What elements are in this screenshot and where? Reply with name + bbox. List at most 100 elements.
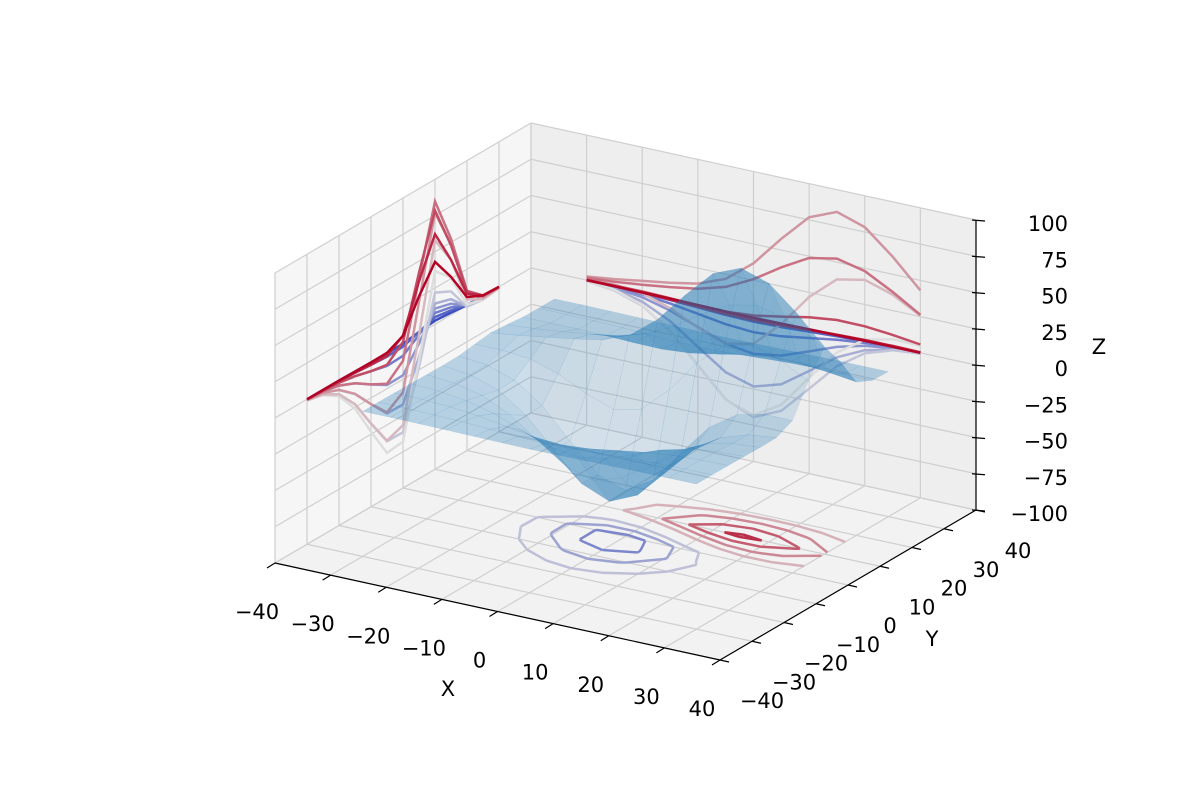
y-tick-label: −40 <box>740 689 784 713</box>
z-tick-label: −50 <box>1024 430 1068 454</box>
back-wall-profile <box>586 256 922 316</box>
surface-patch <box>784 317 830 373</box>
z-tick-label: 50 <box>1041 285 1068 309</box>
surface-patch <box>748 414 793 438</box>
surface-patch <box>469 364 515 391</box>
z-tick-label: 25 <box>1041 321 1068 345</box>
surface-patch <box>752 282 797 361</box>
surface-patch <box>505 426 550 447</box>
surface-patch <box>683 459 730 476</box>
grid-line <box>530 194 977 294</box>
surface-patch <box>489 426 534 438</box>
surface-patch <box>609 479 654 502</box>
back-wall-profile <box>586 279 921 388</box>
z-tick-label: −75 <box>1024 466 1068 490</box>
surface-patch <box>780 312 825 382</box>
floor-contour <box>578 528 647 554</box>
surface-patch <box>537 440 582 484</box>
grid-line <box>530 158 977 257</box>
surface-patch <box>405 399 452 416</box>
grid-line <box>306 543 753 642</box>
back-wall-profile <box>586 210 922 292</box>
surface-patch <box>692 414 738 452</box>
surface-patch <box>593 310 639 328</box>
surface-patch <box>604 454 650 479</box>
grid-line <box>530 339 977 439</box>
surface-patch <box>689 348 734 355</box>
surface-patch <box>417 414 463 431</box>
surface-patch <box>513 358 559 407</box>
surface-patch <box>389 408 435 424</box>
surface-patch <box>704 336 750 354</box>
surface-patch <box>843 365 890 381</box>
z-tick-label: 100 <box>1028 212 1068 236</box>
surface-patch <box>684 273 730 315</box>
surface-patch <box>627 452 674 464</box>
surface-patch <box>613 319 658 410</box>
surface-patch <box>377 392 424 409</box>
surface-patch <box>724 267 770 346</box>
surface-patch <box>437 382 484 401</box>
surface-patch <box>465 395 511 416</box>
surface-patch <box>641 294 686 410</box>
surface-patch <box>717 353 762 359</box>
surface-patch <box>680 344 726 454</box>
z-tick-label: 0 <box>1055 357 1068 381</box>
surface-patch <box>528 443 575 456</box>
floor-contour <box>517 515 701 576</box>
x-tick-label: −40 <box>235 600 279 624</box>
surface-patch <box>461 415 507 430</box>
grid-line <box>274 231 532 383</box>
surface-patch <box>505 316 552 329</box>
floor-contour <box>724 531 763 542</box>
surface-patch <box>671 448 718 461</box>
surface-patch <box>533 436 578 458</box>
surface-patch <box>518 328 563 338</box>
z-tick-label: 75 <box>1041 248 1068 272</box>
surface-patch <box>493 413 539 441</box>
surface-patch <box>541 373 587 442</box>
back-wall-profile <box>586 279 921 357</box>
surface-patch <box>553 440 599 485</box>
y-tick <box>751 640 762 644</box>
x-tick-label: −30 <box>290 612 334 636</box>
x-tick-label: 40 <box>689 697 716 721</box>
surface-patch <box>660 443 705 452</box>
grid-line <box>530 412 977 511</box>
surface-patch <box>764 359 809 421</box>
surface-patch <box>715 443 762 457</box>
surface-patch <box>581 474 626 502</box>
z-tick <box>971 473 986 476</box>
surface-patch <box>605 327 651 343</box>
x-tick-label: −20 <box>346 624 390 648</box>
surface-patch <box>585 334 631 410</box>
surface-patch <box>590 333 635 343</box>
surface-patch <box>601 450 645 459</box>
grid-line <box>274 376 532 528</box>
surface-patch <box>425 365 472 384</box>
surface-patch <box>501 335 547 360</box>
y-tick <box>719 659 730 663</box>
grid-line <box>274 122 532 274</box>
left-wall-profile <box>306 259 500 401</box>
z-tick <box>971 509 986 512</box>
z-tick-label: −25 <box>1024 393 1068 417</box>
grid-line <box>338 524 785 624</box>
surface-patch <box>560 444 606 459</box>
surface-patch <box>584 453 630 467</box>
surface-patch <box>745 354 789 364</box>
surface-patch <box>517 436 562 445</box>
surface-patch <box>565 465 610 502</box>
surface-patch <box>644 448 689 456</box>
surface-patch <box>649 323 695 343</box>
surface-patch <box>521 308 568 324</box>
surface-patch <box>497 379 543 416</box>
surface-patch <box>664 427 710 474</box>
surface-patch <box>577 320 623 336</box>
grid-line <box>274 194 532 347</box>
y-tick-label: 0 <box>883 614 896 638</box>
surface-patch <box>660 341 707 354</box>
left-wall-profile <box>306 269 500 455</box>
surface-patch <box>521 430 566 467</box>
